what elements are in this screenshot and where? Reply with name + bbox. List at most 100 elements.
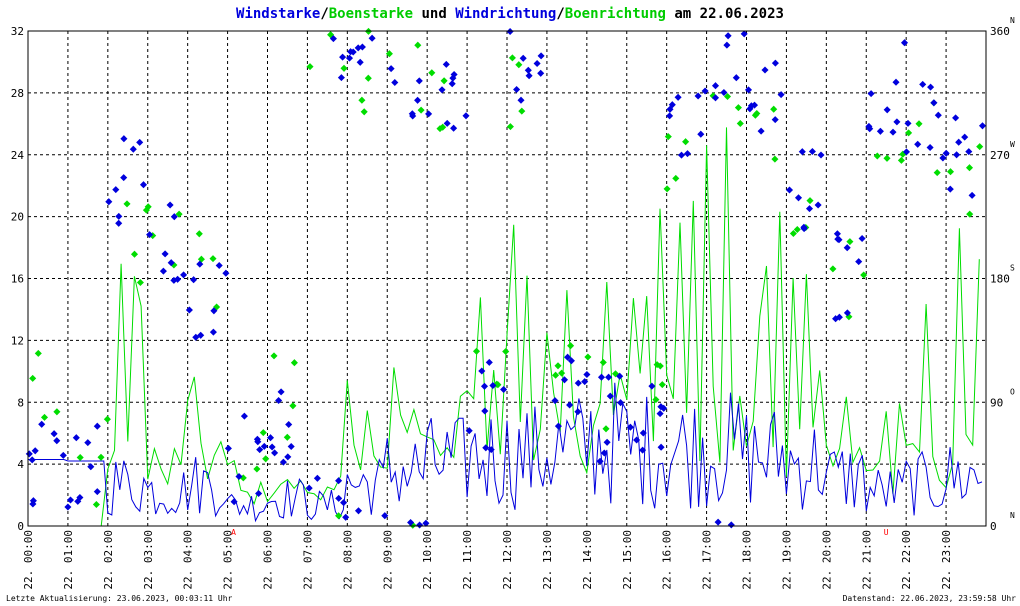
- wind-direction-point: [639, 429, 647, 437]
- wind-direction-point: [349, 48, 357, 56]
- wind-direction-point: [209, 328, 217, 336]
- wind-direction-point: [210, 307, 218, 315]
- gust-direction-point: [439, 123, 447, 131]
- gust-direction-point: [253, 465, 261, 473]
- wind-direction-point: [415, 77, 423, 85]
- wind-direction-point: [723, 41, 731, 49]
- wind-direction-point: [955, 138, 963, 146]
- y-tick-label: 28: [11, 87, 24, 100]
- wind-direction-point: [926, 143, 934, 152]
- gust-direction-point: [933, 169, 941, 177]
- y2-tick-label: 360: [990, 25, 1010, 38]
- wind-direction-point: [720, 88, 728, 97]
- wind-direction-point: [342, 513, 350, 521]
- wind-direction-point: [481, 407, 489, 415]
- wind-direction-point: [914, 140, 922, 148]
- gust-direction-point: [860, 271, 868, 279]
- wind-direction-point: [525, 72, 533, 80]
- wind-direction-point: [794, 194, 803, 202]
- gust-direction-point: [103, 415, 111, 423]
- gust-direction-point: [771, 155, 779, 163]
- wind-direction-point: [968, 191, 976, 199]
- wind-direction-point: [38, 420, 46, 428]
- gust-direction-point: [518, 107, 526, 115]
- gust-direction-point: [262, 455, 270, 463]
- wind-direction-point: [961, 133, 969, 141]
- wind-direction-point: [230, 498, 238, 506]
- x-tick-label: 22. 22:00: [900, 530, 913, 590]
- wind-direction-point: [166, 201, 174, 209]
- wind-direction-point: [711, 94, 720, 102]
- wind-direction-point: [161, 250, 169, 258]
- gust-direction-point: [34, 349, 42, 357]
- wind-direction-point: [750, 101, 759, 109]
- x-tick-label: 22. 09:00: [381, 530, 394, 590]
- gust-direction-point: [270, 352, 278, 360]
- gust-direction-point: [289, 402, 297, 410]
- wind-direction-point: [287, 442, 295, 451]
- wind-direction-point: [724, 32, 732, 40]
- wind-direction-point: [167, 259, 175, 267]
- y2-tick-label: 270: [990, 149, 1010, 162]
- wind-direction-point: [462, 112, 470, 120]
- wind-direction-point: [574, 408, 582, 416]
- wind-direction-point: [517, 96, 525, 104]
- gust-direction-point: [658, 381, 666, 389]
- wind-direction-point: [942, 149, 950, 157]
- wind-direction-point: [858, 234, 866, 243]
- gust-direction-point: [905, 129, 913, 137]
- gust-direction-point: [76, 453, 84, 462]
- wind-direction-point: [711, 82, 720, 90]
- gust-direction-point: [440, 77, 448, 85]
- wind-direction-point: [843, 309, 851, 317]
- wind-direction-point: [524, 66, 532, 74]
- y-tick-label: 32: [11, 25, 24, 38]
- wind-direction-point: [714, 518, 722, 526]
- x-tick-label: 22. 17:00: [701, 530, 714, 590]
- gust-direction-series: [29, 27, 984, 529]
- gust-direction-point: [144, 203, 152, 211]
- wind-direction-point: [87, 463, 95, 471]
- y2-tick-label: 180: [990, 273, 1010, 286]
- wind-direction-point: [66, 496, 75, 504]
- wind-direction-point: [120, 135, 128, 143]
- x-tick-label: 22. 11:00: [461, 530, 474, 590]
- wind-direction-point: [129, 145, 137, 153]
- wind-direction-point: [567, 357, 575, 365]
- wind-direction-point: [946, 185, 954, 193]
- wind-direction-point: [442, 60, 450, 68]
- gust-direction-point: [599, 358, 607, 366]
- gust-direction-point: [584, 353, 592, 361]
- wind-direction-point: [883, 106, 891, 114]
- wind-direction-point: [222, 269, 230, 277]
- wind-direction-point: [25, 450, 33, 458]
- gust-direction-point: [428, 69, 436, 77]
- wind-direction-point: [596, 457, 604, 465]
- compass-label: N: [1010, 511, 1015, 520]
- wind-direction-point: [146, 231, 154, 239]
- gust-direction-point: [130, 250, 139, 258]
- wind-direction-point: [537, 69, 545, 77]
- gust-direction-point: [723, 92, 732, 101]
- wind-direction-point: [93, 488, 101, 496]
- wind-direction-point: [798, 148, 806, 156]
- gust-direction-point: [602, 425, 610, 433]
- title-windstarke: Windstarke: [236, 6, 320, 22]
- wind-direction-point: [485, 358, 493, 366]
- wind-direction-point: [930, 99, 938, 107]
- axes: [27, 30, 987, 527]
- gust-direction-point: [283, 433, 291, 441]
- x-tick-label: 22. 10:00: [421, 530, 434, 590]
- wind-direction-point: [53, 437, 61, 445]
- grid: [28, 31, 986, 526]
- gust-direction-point: [306, 63, 314, 71]
- gust-direction-point: [40, 413, 49, 421]
- wind-direction-point: [277, 388, 285, 396]
- wind-line: [28, 382, 983, 523]
- wind-direction-point: [139, 181, 148, 189]
- gust-direction-point: [915, 120, 923, 128]
- wind-direction-point: [889, 128, 897, 136]
- wind-direction-point: [196, 260, 204, 268]
- gust-direction-point: [946, 168, 955, 176]
